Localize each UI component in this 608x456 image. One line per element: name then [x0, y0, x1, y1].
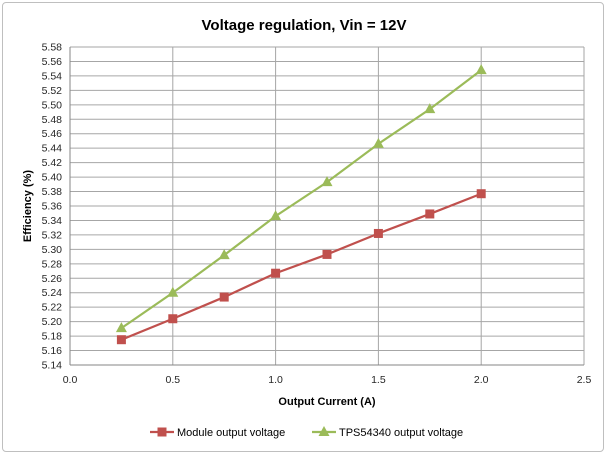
data-point	[372, 137, 384, 148]
y-tick-label: 5.58	[42, 42, 63, 54]
x-axis-label: Output Current (A)	[278, 396, 375, 408]
data-point	[321, 176, 333, 187]
data-point	[168, 314, 178, 324]
axes	[69, 47, 584, 366]
series-line	[120, 69, 482, 330]
y-tick-label: 5.34	[42, 215, 63, 227]
y-tick-label: 5.52	[42, 85, 63, 97]
series-group	[115, 64, 487, 345]
data-point	[425, 209, 435, 219]
data-point	[218, 249, 230, 260]
data-point	[322, 249, 332, 259]
data-point	[116, 335, 126, 345]
x-tick-labels: 0.0 0.5 1.0 1.5 2.0 2.5	[63, 374, 592, 386]
y-tick-label: 5.50	[42, 99, 63, 111]
data-point	[167, 286, 179, 297]
x-tick-label: 2.0	[474, 374, 489, 386]
data-point	[475, 64, 487, 75]
legend-marker	[318, 426, 330, 436]
x-tick-label: 1.0	[268, 374, 283, 386]
y-tick-label: 5.28	[42, 258, 63, 270]
y-tick-label: 5.24	[42, 287, 63, 299]
data-point	[271, 268, 281, 278]
y-tick-label: 5.18	[42, 331, 63, 343]
x-tick-label: 0.0	[63, 374, 78, 386]
data-point	[476, 189, 486, 199]
y-tick-label: 5.56	[42, 56, 63, 68]
y-tick-label: 5.22	[42, 302, 63, 314]
y-tick-label: 5.42	[42, 157, 63, 169]
data-point	[270, 210, 282, 221]
y-tick-label: 5.14	[42, 360, 63, 372]
legend-label: TPS54340 output voltage	[339, 427, 463, 439]
y-tick-label: 5.20	[42, 316, 63, 328]
y-tick-label: 5.48	[42, 114, 63, 126]
series-2	[115, 64, 487, 333]
x-tick-label: 2.5	[577, 374, 592, 386]
y-tick-label: 5.32	[42, 229, 63, 241]
y-tick-label: 5.44	[42, 143, 63, 155]
y-tick-labels: 5.14 5.16 5.18 5.20 5.22 5.24 5.26 5.28 5.30 5.32…	[42, 42, 63, 372]
y-tick-label: 5.54	[42, 70, 63, 82]
x-tick-label: 0.5	[165, 374, 180, 386]
legend-item: Module output voltage	[150, 427, 285, 439]
y-tick-label: 5.40	[42, 172, 63, 184]
chart-frame	[2, 2, 604, 452]
chart-title: Voltage regulation, Vin = 12V	[202, 17, 407, 34]
y-axis-label: Efficiency (%)	[22, 170, 34, 242]
legend-label: Module output voltage	[177, 427, 285, 439]
legend-marker	[157, 427, 167, 437]
legend: Module output voltage TPS54340 output vol…	[150, 426, 463, 439]
data-point	[424, 103, 436, 114]
y-tick-label: 5.38	[42, 186, 63, 198]
y-tick-label: 5.36	[42, 201, 63, 213]
data-point	[219, 292, 229, 302]
x-tick-label: 1.5	[371, 374, 386, 386]
series-1	[116, 189, 486, 345]
grid-lines	[70, 46, 585, 365]
y-tick-label: 5.16	[42, 345, 63, 357]
series-line	[120, 192, 482, 341]
y-tick-label: 5.46	[42, 128, 63, 140]
y-tick-label: 5.30	[42, 244, 63, 256]
data-point	[115, 322, 127, 333]
data-point	[373, 228, 383, 238]
legend-item: TPS54340 output voltage	[312, 426, 463, 439]
y-tick-label: 5.26	[42, 273, 63, 285]
